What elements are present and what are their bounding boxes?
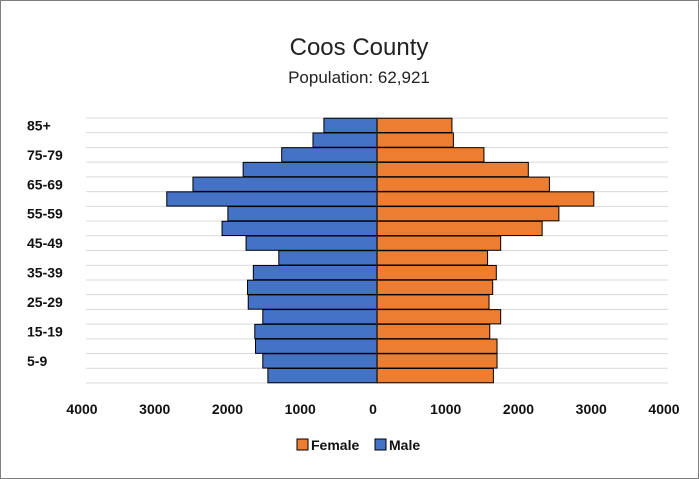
x-tick-label: 3000 — [139, 401, 170, 417]
bar-female-25-29 — [376, 294, 490, 310]
bar-female-0-4 — [376, 367, 494, 384]
bar-male-25-29 — [247, 294, 378, 310]
bar-female-65-69 — [376, 176, 550, 192]
y-tick-label: 65-69 — [27, 176, 63, 192]
y-tick-label: 45-49 — [27, 235, 63, 251]
bar-female-15-19 — [376, 323, 491, 340]
x-tick-label: 1000 — [430, 401, 461, 417]
bar-male-45-49 — [245, 235, 378, 251]
bar-female-85+ — [376, 117, 453, 134]
bar-female-60-64 — [376, 191, 595, 207]
legend-swatch-female — [296, 438, 309, 451]
bar-female-45-49 — [376, 235, 502, 251]
bar-male-60-64 — [166, 191, 378, 207]
x-tick-label: 2000 — [503, 401, 534, 417]
bar-female-75-79 — [376, 147, 485, 163]
bar-female-20-24 — [376, 309, 502, 325]
y-tick-label: 25-29 — [27, 294, 63, 310]
bar-male-50-54 — [221, 220, 378, 237]
x-tick-label: 4000 — [66, 401, 97, 417]
bar-male-20-24 — [262, 309, 378, 325]
y-tick-label: 85+ — [27, 117, 51, 133]
legend-label-male: Male — [389, 437, 420, 453]
bar-male-35-39 — [252, 264, 378, 281]
bar-female-35-39 — [376, 264, 497, 281]
x-tick-labels: 4000 3000 2000 1000 0 1000 2000 3000 4000 — [66, 401, 679, 417]
bar-female-50-54 — [376, 220, 543, 237]
y-tick-label: 15-19 — [27, 323, 63, 339]
bar-male-85+ — [323, 117, 378, 134]
bars — [166, 117, 595, 384]
bar-male-30-34 — [247, 279, 378, 295]
y-tick-labels: 85+ 75-79 65-69 55-59 45-49 35-39 25-29 15-19 5-… — [27, 117, 63, 369]
legend-label-female: Female — [311, 437, 359, 453]
x-tick-label: 1000 — [285, 401, 316, 417]
bar-male-80-84 — [312, 132, 378, 148]
x-tick-label: 3000 — [576, 401, 607, 417]
legend: Female Male — [296, 437, 420, 453]
y-tick-label: 75-79 — [27, 147, 63, 163]
bar-female-80-84 — [376, 132, 454, 148]
bar-male-65-69 — [192, 176, 378, 192]
bar-female-10-14 — [376, 338, 498, 354]
chart-subtitle: Population: 62,921 — [288, 68, 430, 87]
y-tick-label: 5-9 — [27, 353, 47, 369]
bar-male-10-14 — [255, 338, 378, 354]
bar-male-40-44 — [278, 250, 378, 266]
bar-female-5-9 — [376, 353, 498, 369]
bar-male-70-74 — [242, 161, 378, 178]
y-tick-label: 35-39 — [27, 265, 63, 281]
bar-male-15-19 — [254, 323, 378, 340]
x-tick-label: 2000 — [212, 401, 243, 417]
bar-female-55-59 — [376, 206, 560, 222]
bar-male-0-4 — [267, 367, 378, 384]
bar-male-75-79 — [281, 147, 378, 163]
x-tick-label: 4000 — [648, 401, 679, 417]
bar-male-55-59 — [227, 206, 378, 222]
y-tick-label: 55-59 — [27, 206, 63, 222]
bar-female-30-34 — [376, 279, 494, 295]
legend-swatch-male — [374, 438, 387, 451]
bar-male-5-9 — [262, 353, 378, 369]
bar-female-40-44 — [376, 250, 489, 266]
bar-female-70-74 — [376, 161, 529, 178]
x-tick-label: 0 — [369, 401, 377, 417]
chart-title: Coos County — [290, 34, 429, 61]
